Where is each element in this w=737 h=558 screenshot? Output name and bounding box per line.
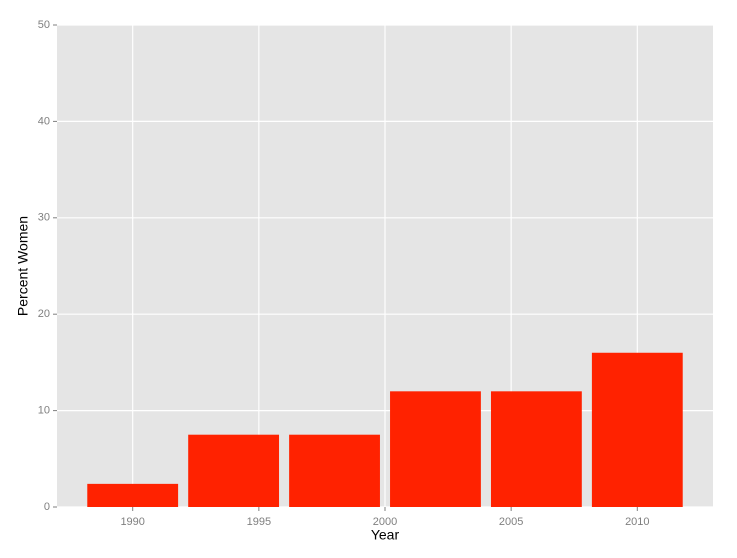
x-tick-label: 2010 [625, 516, 649, 528]
bar [289, 434, 380, 507]
bar [390, 391, 481, 507]
bar [87, 483, 179, 507]
y-tick-label: 30 [38, 212, 50, 224]
y-tick-label: 40 [38, 115, 50, 127]
x-tick-label: 1995 [247, 516, 271, 528]
x-tick-label: 2005 [499, 516, 523, 528]
x-axis-title: Year [371, 527, 400, 543]
bar [490, 391, 582, 507]
bar [591, 352, 683, 507]
x-tick-label: 2000 [373, 516, 397, 528]
x-tick-label: 1990 [120, 516, 144, 528]
y-tick-label: 50 [38, 19, 50, 31]
y-tick-label: 20 [38, 308, 50, 320]
y-axis-title: Percent Women [15, 216, 31, 316]
y-tick-label: 0 [44, 501, 50, 513]
bar [188, 434, 280, 507]
y-tick-label: 10 [38, 405, 50, 417]
